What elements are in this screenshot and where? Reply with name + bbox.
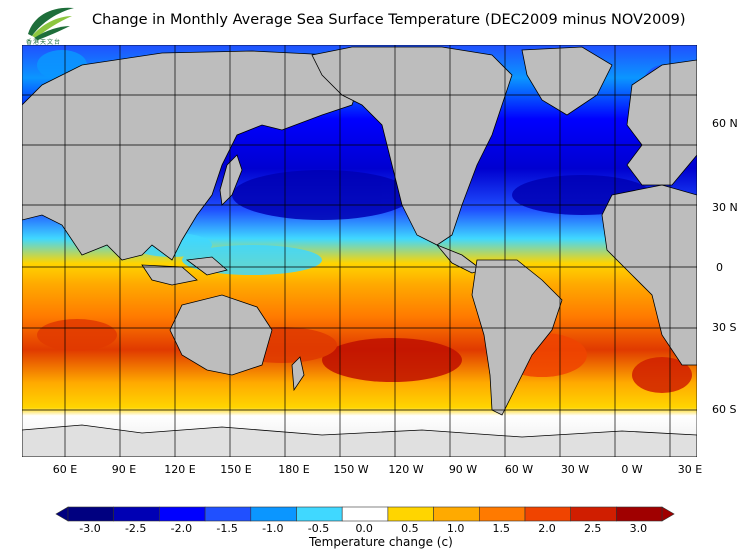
legend-tick-label: 1.5 <box>492 522 511 535</box>
lat-label-eq: 0 <box>716 261 723 274</box>
legend-swatch <box>67 506 115 522</box>
lon-label-120w: 120 W <box>388 463 424 476</box>
lon-label-30w: 30 W <box>560 463 590 476</box>
land <box>22 46 697 457</box>
lat-label-30n: 30 N <box>712 201 738 214</box>
lon-label-60e: 60 E <box>52 463 78 476</box>
legend-tick-label: -1.5 <box>216 522 238 535</box>
legend-tick-label: -2.0 <box>170 522 193 535</box>
lon-label-150e: 150 E <box>220 463 252 476</box>
legend-tick-label: 0.0 <box>355 522 373 535</box>
lat-label-30s: 30 S <box>712 321 737 334</box>
legend-tick-label: -0.5 <box>307 522 330 535</box>
legend-low-arrow <box>55 506 69 522</box>
legend-swatch <box>433 506 480 522</box>
legend-swatch <box>296 506 343 522</box>
legend-swatch <box>113 506 160 522</box>
logo-text: 香港天文台 <box>26 39 62 46</box>
legend-high-arrow <box>661 506 675 522</box>
legend-swatch <box>387 506 434 522</box>
legend-swatch <box>478 506 526 522</box>
legend-swatch <box>159 506 206 522</box>
legend-tick-label: 0.5 <box>401 522 419 535</box>
lon-label-150w: 150 W <box>333 463 369 476</box>
legend-title: Temperature change (c) <box>309 535 453 549</box>
lon-label-60w: 60 W <box>504 463 534 476</box>
sst-change-map <box>22 45 697 457</box>
legend-swatch <box>250 506 297 522</box>
anomaly-patches <box>37 50 692 393</box>
lat-label-60s: 60 S <box>712 403 737 416</box>
lon-label-180e: 180 E <box>278 463 310 476</box>
lon-label-30e: 30 E <box>677 463 703 476</box>
lon-label-120e: 120 E <box>164 463 196 476</box>
legend-swatch <box>524 506 572 522</box>
legend-tick-label: 2.5 <box>583 522 602 535</box>
legend-swatch <box>616 506 663 522</box>
legend-tick-label: -2.5 <box>124 522 147 535</box>
legend-tick-label: -3.0 <box>79 522 101 535</box>
legend-tick-label: 2.0 <box>538 522 556 535</box>
lat-label-60n: 60 N <box>712 117 738 130</box>
hko-logo: 香港天文台 <box>24 4 76 46</box>
legend-tick-label: 3.0 <box>629 522 648 535</box>
legend-tick-label: -1.0 <box>262 522 284 535</box>
lon-label-0w: 0 W <box>621 463 643 476</box>
chart-title: Change in Monthly Average Sea Surface Te… <box>92 12 686 28</box>
legend-tick-label: 1.0 <box>446 522 465 535</box>
legend-swatches <box>55 506 675 522</box>
legend-swatch <box>341 506 389 522</box>
legend-swatch <box>570 506 617 522</box>
graticule <box>22 45 697 457</box>
lon-label-90w: 90 W <box>448 463 478 476</box>
legend-swatch <box>204 506 252 522</box>
lon-label-90e: 90 E <box>111 463 137 476</box>
